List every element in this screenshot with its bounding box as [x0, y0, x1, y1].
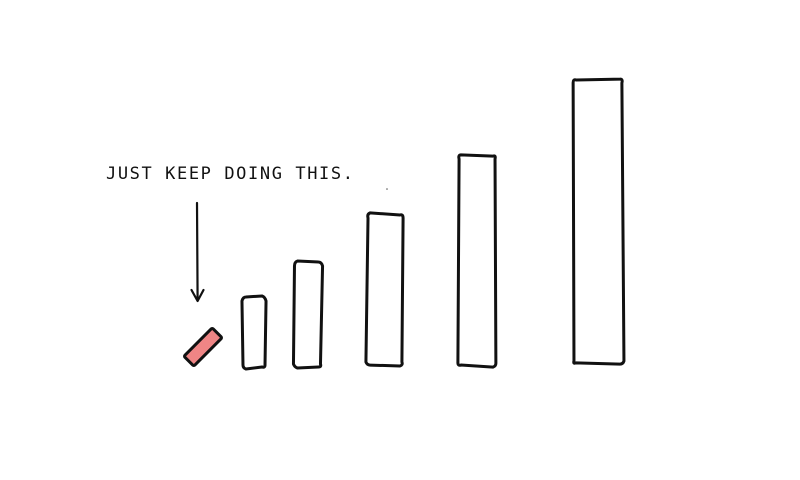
bar-2 [240, 294, 268, 371]
bar-4 [364, 211, 405, 368]
bar-1-highlighted [183, 327, 223, 367]
bar-3 [291, 259, 325, 370]
bars-group [183, 77, 626, 371]
bar-6 [571, 77, 626, 366]
stray-dot [386, 188, 388, 190]
down-arrow-icon [190, 201, 205, 303]
annotation-text: JUST KEEP DOING THIS. [106, 164, 355, 184]
bar-5 [456, 153, 498, 369]
